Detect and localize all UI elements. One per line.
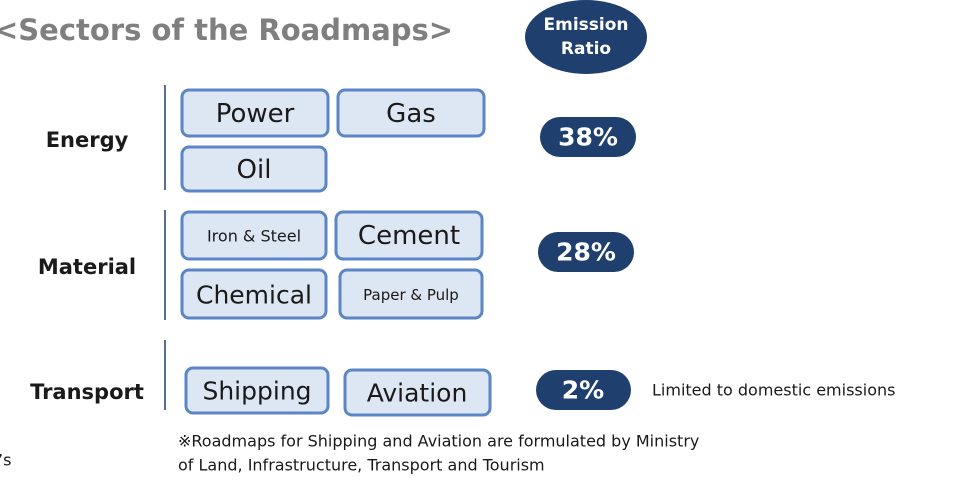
- sector-box: [334, 210, 484, 261]
- cut-text: ’s: [0, 451, 11, 470]
- ratio-badge: [540, 117, 636, 157]
- sector-label: Aviation: [367, 379, 468, 408]
- sector-label: Oil: [237, 155, 272, 185]
- header-badge: [525, 0, 647, 74]
- sector-label: Chemical: [196, 281, 312, 310]
- ratio: 28%: [556, 238, 616, 267]
- sector-label: Gas: [386, 99, 436, 129]
- ratio-badge: [538, 232, 634, 272]
- footnote: of Land, Infrastructure, Transport and T…: [178, 456, 545, 475]
- sector-box: [180, 145, 328, 193]
- group-label: Energy: [46, 128, 129, 152]
- ratio: 38%: [558, 123, 618, 152]
- header-text: Emission: [544, 15, 629, 35]
- sector-label: Cement: [358, 221, 460, 251]
- sector-box: [338, 268, 484, 320]
- sector-box: [184, 366, 330, 415]
- title: <Sectors of the Roadmaps>: [0, 13, 453, 47]
- sector-box: [180, 268, 328, 320]
- ratio: 2%: [562, 376, 604, 405]
- sector-label: Shipping: [202, 377, 311, 406]
- group-label: Material: [38, 255, 136, 279]
- note: Limited to domestic emissions: [652, 381, 895, 400]
- sector-label: Paper & Pulp: [363, 286, 459, 304]
- sector-box: [336, 88, 486, 138]
- group-label: Transport: [30, 380, 144, 404]
- footnote: ※Roadmaps for Shipping and Aviation are …: [178, 432, 699, 451]
- sector-label: Power: [216, 99, 295, 129]
- sector-box: [180, 88, 330, 138]
- sector-label: Iron & Steel: [207, 227, 301, 246]
- sector-box: [343, 368, 492, 417]
- header-text: Ratio: [561, 39, 611, 59]
- sector-box: [180, 210, 328, 261]
- ratio-badge: [536, 370, 631, 410]
